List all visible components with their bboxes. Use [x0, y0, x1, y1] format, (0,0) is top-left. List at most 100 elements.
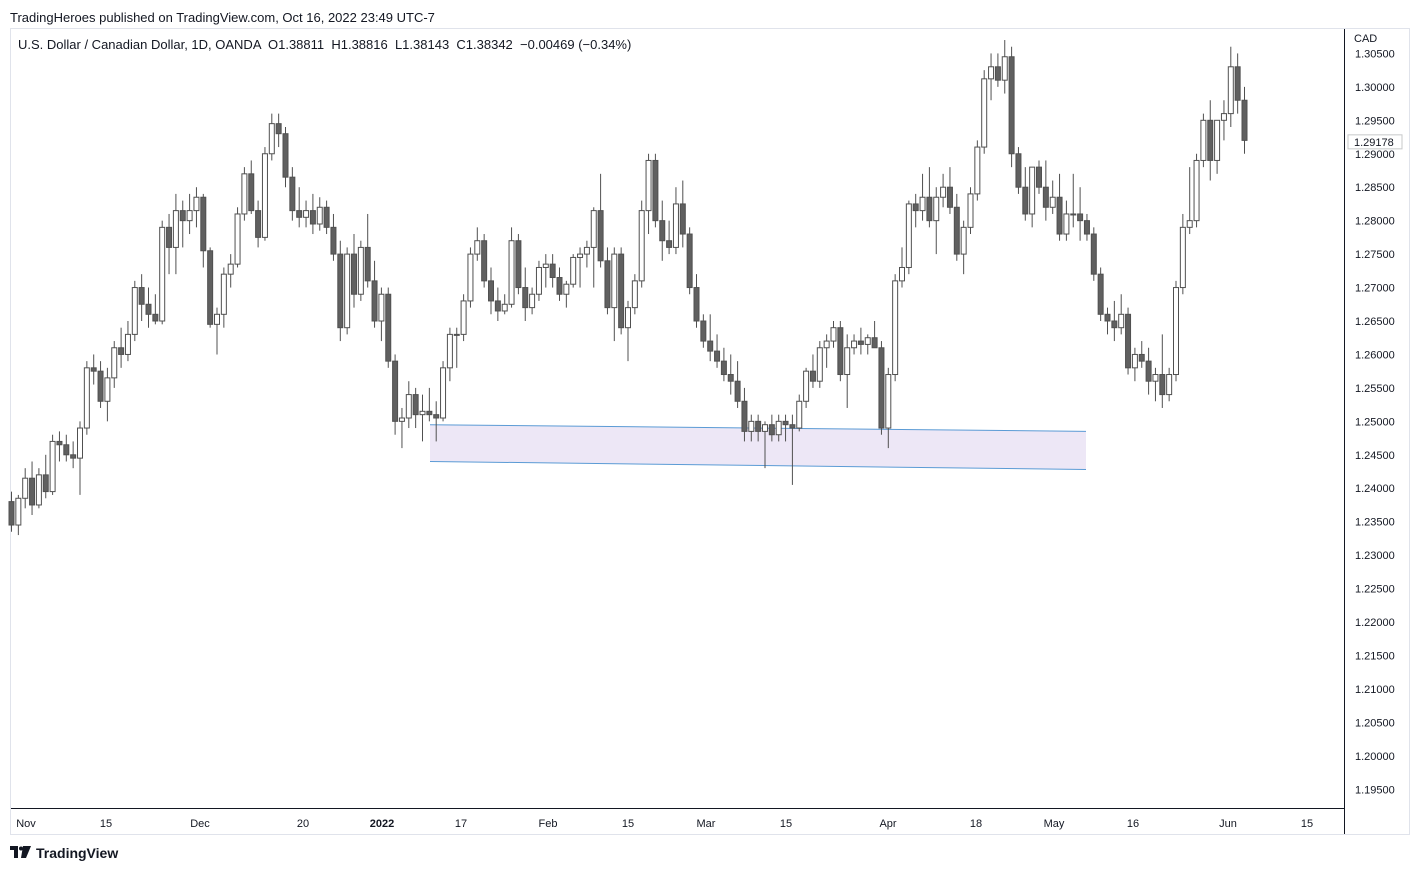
- candle-body: [1179, 226, 1186, 289]
- candle: [56, 431, 63, 462]
- candle-body: [625, 307, 631, 329]
- candle: [323, 200, 330, 235]
- candle: [316, 197, 323, 231]
- candle-body: [844, 347, 851, 376]
- time-tick-label: 15: [622, 818, 634, 830]
- axes: [11, 29, 1345, 834]
- candle-body: [145, 303, 152, 315]
- candle: [823, 334, 830, 368]
- candle-body: [227, 263, 234, 275]
- candle-body: [1049, 196, 1056, 208]
- candle-body: [275, 123, 282, 135]
- candle: [1104, 307, 1111, 335]
- candle-body: [871, 337, 878, 349]
- candle-body: [1015, 153, 1022, 188]
- candle-body: [344, 253, 351, 329]
- candle: [878, 341, 885, 435]
- candle-body: [323, 206, 330, 228]
- candle: [337, 240, 344, 342]
- price-tick-label: 1.24000: [1355, 483, 1395, 495]
- candle-body: [864, 337, 871, 345]
- candle: [775, 414, 782, 442]
- price-tick-label: 1.28000: [1355, 216, 1395, 228]
- candle: [686, 227, 693, 295]
- candle-body: [549, 263, 556, 279]
- candle-body: [1241, 99, 1248, 141]
- candle-body: [994, 66, 1001, 81]
- candle-body: [693, 287, 700, 322]
- candle-body: [652, 159, 659, 222]
- candle: [899, 247, 905, 288]
- candle-body: [755, 420, 762, 432]
- candle: [179, 200, 186, 248]
- candle: [303, 200, 310, 228]
- candle-body: [248, 173, 255, 212]
- candle: [631, 274, 638, 315]
- price-tick-label: 1.29500: [1355, 115, 1395, 127]
- candle: [570, 254, 577, 288]
- candle-body: [727, 374, 734, 382]
- candle: [988, 53, 995, 101]
- candle: [1090, 227, 1097, 281]
- candle: [392, 354, 399, 435]
- candle: [398, 407, 405, 449]
- candle: [604, 247, 611, 315]
- candle-body: [77, 427, 83, 459]
- candle: [1029, 166, 1036, 228]
- candle: [159, 220, 166, 325]
- time-axis-labels: Nov 15 Dec 20 2022 17 Feb 15 Mar 15 Apr 18 May 16 Jun 1…: [16, 818, 1313, 830]
- candle-body: [330, 226, 337, 255]
- candle: [433, 401, 440, 442]
- candle-body: [282, 133, 289, 178]
- candle-body: [351, 253, 357, 295]
- candle-body: [912, 203, 919, 212]
- candle: [1193, 153, 1200, 228]
- candle: [830, 321, 837, 348]
- candle-body: [316, 206, 323, 225]
- candle: [515, 234, 522, 295]
- candle-body: [789, 424, 796, 429]
- candle: [1166, 367, 1173, 402]
- candle: [248, 160, 255, 214]
- candle-body: [186, 210, 193, 222]
- candle-body: [919, 196, 926, 212]
- candle-body: [823, 340, 830, 349]
- candle: [357, 240, 364, 301]
- candle: [809, 354, 816, 388]
- candle-body: [933, 196, 940, 222]
- candle: [1111, 300, 1118, 342]
- candle-body: [398, 417, 405, 422]
- candle: [29, 461, 36, 515]
- candle-body: [131, 287, 138, 335]
- candle: [912, 193, 919, 228]
- candle-body: [563, 283, 570, 295]
- candle-body: [268, 123, 275, 155]
- candle: [796, 394, 803, 432]
- candle-body: [597, 210, 604, 262]
- candle: [679, 180, 686, 248]
- time-tick-label: Dec: [190, 818, 210, 830]
- candle: [789, 414, 796, 485]
- candle: [844, 334, 851, 408]
- candle: [871, 321, 878, 349]
- candle-body: [1214, 119, 1221, 161]
- candle: [145, 287, 152, 328]
- candle: [15, 494, 22, 536]
- candle-body: [1152, 374, 1159, 382]
- candle: [1008, 46, 1015, 168]
- candle: [659, 200, 666, 261]
- tradingview-footer[interactable]: TradingView: [10, 845, 118, 861]
- candle-body: [1193, 159, 1200, 222]
- candle-body: [940, 186, 947, 198]
- candle: [741, 387, 748, 442]
- candle: [255, 200, 262, 248]
- candle-body: [830, 327, 837, 342]
- price-tick-label: 1.30000: [1355, 82, 1395, 94]
- candle-body: [1166, 374, 1173, 396]
- candle-body: [1234, 66, 1241, 101]
- candle-body: [1083, 220, 1090, 235]
- candle-body: [124, 333, 131, 355]
- candle-body: [426, 410, 433, 416]
- last-price-box: [1347, 134, 1403, 150]
